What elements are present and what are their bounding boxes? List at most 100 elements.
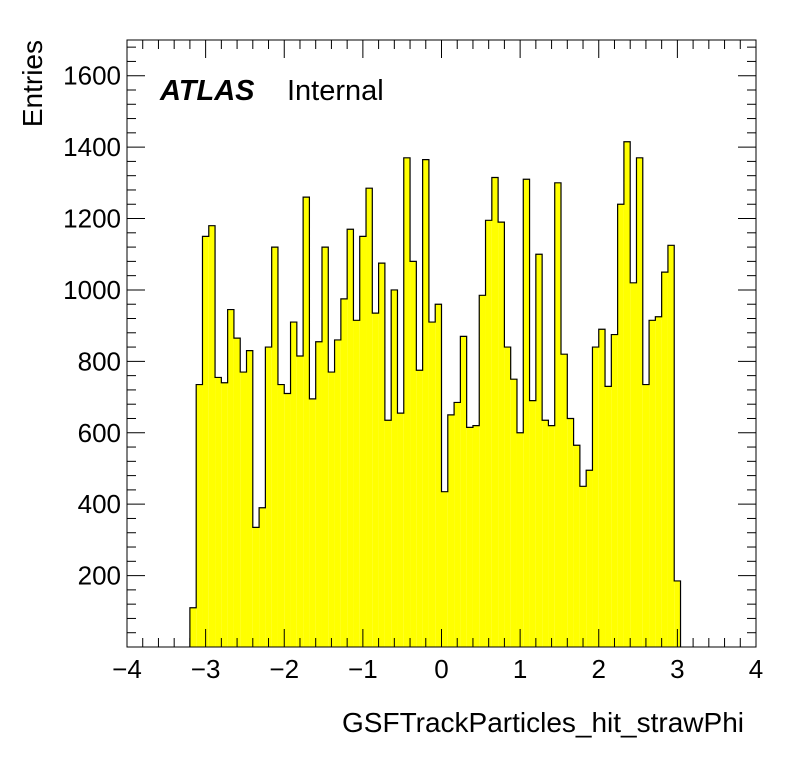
- histogram-bin: [221, 382, 228, 647]
- histogram-bin: [265, 347, 272, 647]
- histogram-bin: [321, 247, 329, 647]
- histogram-bin: [353, 320, 360, 647]
- x-tick-label: 3: [670, 654, 684, 684]
- histogram-bin: [649, 320, 656, 647]
- histogram-bin: [372, 313, 379, 647]
- histogram-bin: [271, 247, 278, 647]
- histogram-outline: [189, 141, 682, 647]
- histogram-bin: [246, 350, 253, 647]
- histogram-bin: [605, 386, 612, 647]
- histogram-bin: [416, 370, 423, 647]
- histogram-bin: [447, 414, 455, 647]
- histogram-bin: [504, 347, 511, 647]
- histogram-bin: [498, 222, 505, 647]
- histogram-bin: [485, 220, 492, 648]
- x-tick-label: −4: [112, 654, 142, 684]
- histogram-bin: [284, 393, 291, 647]
- x-tick-label: −2: [269, 654, 299, 684]
- histogram-bin: [391, 289, 398, 647]
- histogram-bin: [542, 420, 549, 647]
- histogram-bin: [347, 229, 354, 647]
- histogram-bin: [561, 354, 568, 647]
- histogram-bin: [661, 272, 668, 647]
- x-tick-label: −3: [191, 654, 221, 684]
- histogram-bin: [655, 316, 662, 647]
- histogram-bin: [630, 282, 637, 647]
- histogram-bin: [460, 336, 467, 647]
- axis-ticks: [126, 40, 757, 647]
- histogram-bin: [454, 402, 461, 647]
- histogram-bin: [252, 527, 260, 647]
- histogram-bin: [611, 334, 618, 647]
- histogram-bin: [315, 341, 322, 647]
- histogram-bin: [491, 177, 499, 647]
- internal-label: Internal: [287, 75, 384, 107]
- histogram-bin: [579, 486, 587, 647]
- histogram-bin: [592, 347, 599, 647]
- histogram-bin: [441, 491, 448, 647]
- histogram-bin: [435, 304, 442, 647]
- histogram-bin: [196, 384, 203, 647]
- histogram-bin: [529, 400, 536, 647]
- histogram-bin: [510, 379, 517, 647]
- histogram-bin: [334, 339, 341, 647]
- histogram-bin: [366, 188, 373, 647]
- histogram-bin: [422, 159, 429, 648]
- histogram-bin: [667, 245, 675, 647]
- histogram-bin: [586, 470, 593, 647]
- histogram-bin: [340, 298, 348, 647]
- histogram-bin: [359, 236, 367, 647]
- x-axis-label: GSFTrackParticles_hit_strawPhi: [342, 707, 744, 738]
- histogram-bin: [428, 322, 436, 647]
- histogram-bin: [189, 607, 197, 647]
- histogram-bin: [410, 261, 417, 647]
- histogram-bin: [598, 329, 606, 647]
- y-tick-label: 200: [78, 561, 121, 591]
- y-tick-label: 400: [78, 489, 121, 519]
- histogram-bin: [309, 398, 316, 647]
- histogram-bin: [617, 204, 624, 647]
- y-tick-label: 1600: [63, 61, 121, 91]
- histogram-bin: [535, 254, 543, 647]
- y-tick-label: 1400: [63, 132, 121, 162]
- histogram-bin: [554, 182, 562, 647]
- atlas-brand-label: ATLAS: [159, 75, 255, 107]
- histogram-bin: [573, 445, 580, 647]
- x-tick-label: −1: [348, 654, 378, 684]
- histogram-bin: [215, 377, 222, 647]
- histogram-bin: [636, 157, 643, 647]
- histogram-bin: [277, 384, 285, 647]
- histogram-bin: [548, 425, 555, 647]
- x-tick-label: 0: [434, 654, 448, 684]
- histogram-bars: [189, 141, 682, 648]
- histogram-bin: [397, 413, 404, 647]
- histogram-bin: [523, 179, 530, 648]
- histogram-bin: [233, 338, 241, 647]
- x-tick-label: 2: [592, 654, 606, 684]
- histogram-bin: [623, 141, 631, 647]
- histogram-bin: [466, 427, 473, 647]
- x-tick-label: 1: [513, 654, 527, 684]
- histogram-bin: [240, 372, 247, 647]
- histogram-bin: [378, 263, 385, 647]
- histogram-bin: [384, 420, 392, 647]
- histogram-bin: [303, 197, 310, 647]
- histogram-bin: [642, 384, 650, 647]
- histogram-bin: [403, 157, 411, 647]
- histogram-bin: [516, 432, 524, 647]
- histogram-bin: [328, 372, 335, 647]
- histogram-bin: [290, 322, 297, 647]
- histogram-bin: [567, 418, 574, 647]
- histogram-bin: [227, 309, 234, 647]
- y-tick-labels: 200 400 600 800 1000 1200 1400 1600: [63, 61, 121, 591]
- y-tick-label: 1200: [63, 204, 121, 234]
- histogram-bin: [296, 355, 304, 647]
- histogram-bin: [259, 507, 266, 647]
- y-tick-label: 800: [78, 346, 121, 376]
- histogram-bin: [472, 425, 480, 647]
- histogram-bin: [202, 236, 209, 647]
- y-tick-label: 600: [78, 418, 121, 448]
- histogram-bin: [208, 225, 216, 647]
- x-tick-label: 4: [749, 654, 763, 684]
